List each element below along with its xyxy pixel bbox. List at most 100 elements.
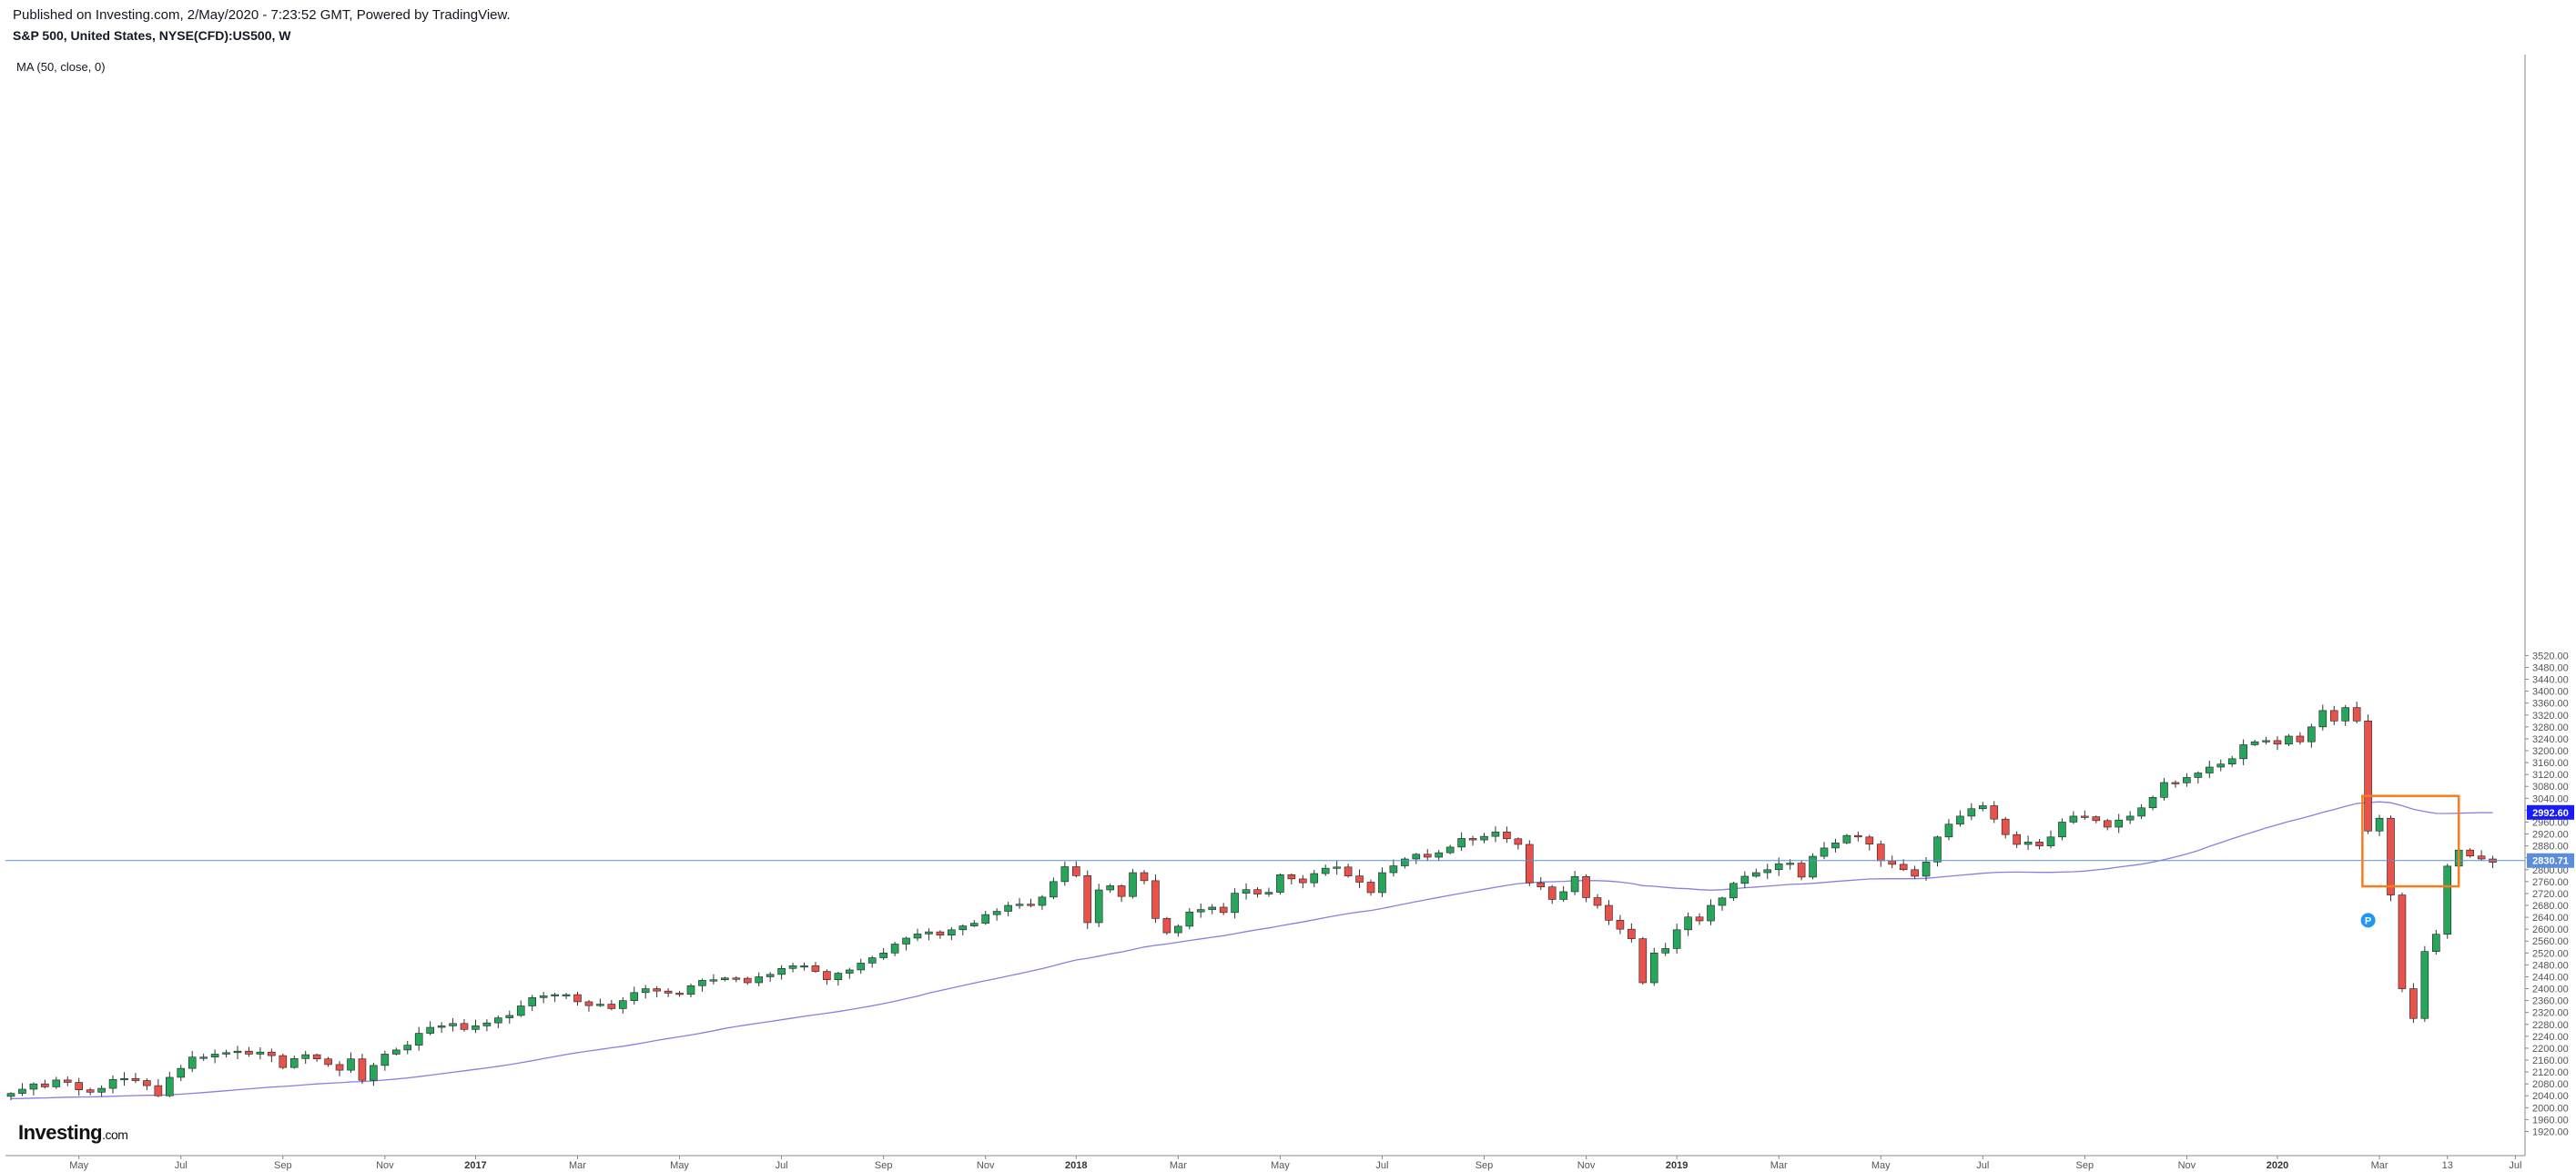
candle[interactable] (755, 972, 764, 986)
candle[interactable] (18, 1083, 26, 1096)
candle[interactable] (1129, 868, 1137, 899)
candle[interactable] (2001, 816, 2010, 839)
candle[interactable] (1219, 903, 1228, 915)
candle[interactable] (1299, 874, 1307, 889)
candle[interactable] (1865, 834, 1874, 851)
candle[interactable] (2216, 759, 2226, 772)
candle[interactable] (1050, 877, 1058, 900)
candle[interactable] (1389, 859, 1398, 877)
candle[interactable] (233, 1046, 242, 1059)
candle[interactable] (63, 1076, 72, 1086)
candle[interactable] (75, 1077, 83, 1096)
candle[interactable] (472, 1019, 480, 1034)
candle[interactable] (1445, 844, 1455, 854)
candle[interactable] (1661, 943, 1669, 956)
candle[interactable] (551, 992, 559, 1003)
candle[interactable] (969, 920, 979, 927)
candle[interactable] (437, 1022, 446, 1034)
candle[interactable] (539, 992, 548, 1004)
candle[interactable] (800, 962, 808, 971)
candle[interactable] (925, 928, 933, 941)
candle[interactable] (913, 928, 922, 942)
candle[interactable] (1242, 883, 1251, 900)
candle[interactable] (1797, 860, 1806, 881)
candle[interactable] (618, 996, 627, 1014)
candle[interactable] (1355, 869, 1364, 888)
candle[interactable] (210, 1049, 219, 1064)
candle[interactable] (1763, 864, 1772, 880)
candle[interactable] (1911, 865, 1919, 879)
candle[interactable] (2398, 892, 2407, 993)
candle[interactable] (41, 1079, 49, 1089)
candle[interactable] (1185, 907, 1194, 930)
candle[interactable] (1638, 936, 1648, 985)
candle[interactable] (1151, 874, 1160, 924)
candle[interactable] (2352, 702, 2361, 723)
candle[interactable] (1480, 833, 1488, 844)
candle[interactable] (698, 978, 706, 992)
candle[interactable] (641, 985, 650, 999)
candle[interactable] (1401, 857, 1409, 869)
candle[interactable] (2160, 778, 2168, 801)
candle[interactable] (1378, 867, 1386, 897)
candle[interactable] (1366, 879, 1375, 896)
candle[interactable] (1412, 853, 1421, 864)
candle[interactable] (1979, 802, 1987, 812)
candle[interactable] (857, 958, 866, 975)
candle[interactable] (2013, 831, 2021, 848)
candle[interactable] (482, 1019, 492, 1032)
indicator-legend[interactable]: MA (50, close, 0) (16, 60, 106, 74)
candle[interactable] (834, 972, 843, 986)
candle[interactable] (721, 976, 729, 982)
candle[interactable] (279, 1053, 288, 1070)
candle[interactable] (811, 962, 820, 974)
candle[interactable] (188, 1050, 197, 1073)
candle[interactable] (1876, 840, 1885, 867)
candle[interactable] (391, 1047, 401, 1056)
candle[interactable] (573, 991, 582, 1006)
candle[interactable] (890, 942, 899, 956)
candle[interactable] (1435, 850, 1443, 862)
candle[interactable] (766, 972, 775, 983)
candle[interactable] (2081, 810, 2089, 820)
candle[interactable] (1344, 864, 1353, 878)
candle[interactable] (823, 969, 831, 985)
candle[interactable] (324, 1056, 332, 1067)
candle[interactable] (2148, 795, 2157, 811)
candle[interactable] (2206, 760, 2214, 779)
candle[interactable] (2375, 814, 2384, 836)
candle[interactable] (52, 1076, 61, 1089)
candle[interactable] (1514, 837, 1523, 850)
candle[interactable] (2489, 855, 2497, 869)
candle[interactable] (2137, 803, 2145, 820)
candle[interactable] (1208, 904, 1216, 914)
candle[interactable] (1094, 884, 1103, 927)
candle[interactable] (2318, 704, 2328, 731)
candle[interactable] (1899, 859, 1908, 872)
candle[interactable] (1695, 913, 1704, 925)
candle[interactable] (1582, 874, 1590, 903)
candle[interactable] (1718, 896, 1727, 911)
candle[interactable] (108, 1075, 117, 1094)
candle[interactable] (97, 1085, 106, 1096)
candle[interactable] (1015, 897, 1024, 909)
candle[interactable] (1933, 835, 1942, 867)
candle[interactable] (1628, 923, 1636, 943)
candle[interactable] (2227, 755, 2236, 767)
candle[interactable] (6, 1092, 15, 1101)
candle[interactable] (2125, 811, 2135, 824)
candle[interactable] (199, 1053, 208, 1061)
candle[interactable] (2477, 850, 2486, 862)
candle[interactable] (1752, 868, 1760, 878)
candle[interactable] (1547, 884, 1557, 904)
candle[interactable] (1842, 834, 1851, 844)
candle[interactable] (2466, 848, 2474, 858)
candle[interactable] (370, 1062, 378, 1086)
candle[interactable] (686, 983, 695, 998)
candle[interactable] (222, 1049, 230, 1058)
candle[interactable] (143, 1078, 151, 1091)
candle[interactable] (1684, 912, 1692, 936)
candle[interactable] (902, 936, 910, 951)
candle[interactable] (1831, 838, 1840, 853)
candle[interactable] (1729, 882, 1738, 902)
